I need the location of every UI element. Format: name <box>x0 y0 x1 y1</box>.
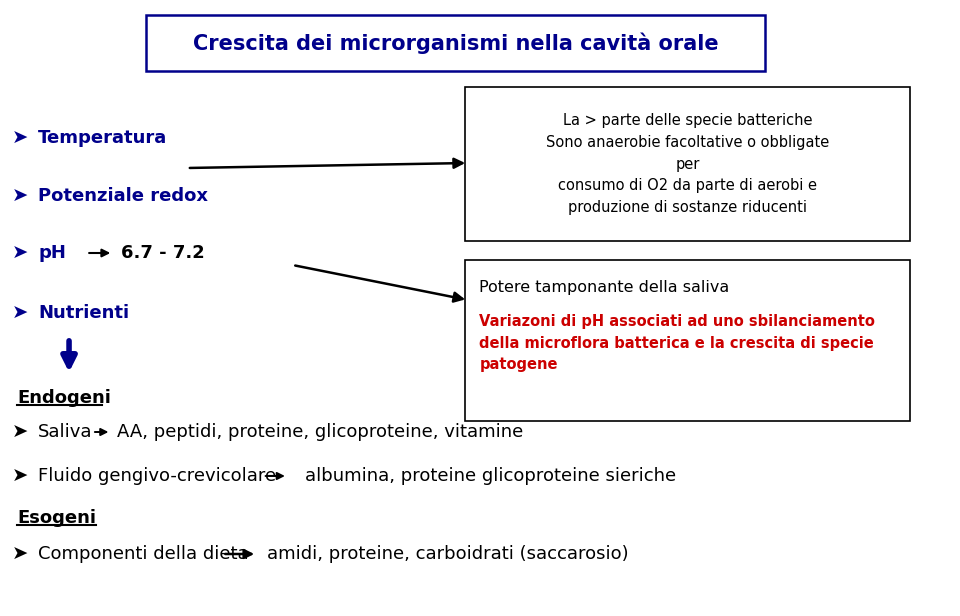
FancyBboxPatch shape <box>465 87 910 241</box>
Text: Potenziale redox: Potenziale redox <box>38 187 208 205</box>
Text: ➤: ➤ <box>12 187 28 206</box>
Text: Componenti della dieta: Componenti della dieta <box>38 545 249 563</box>
Text: Temperatura: Temperatura <box>38 129 168 147</box>
Text: ➤: ➤ <box>12 466 28 485</box>
Text: ➤: ➤ <box>12 545 28 564</box>
Text: ➤: ➤ <box>12 423 28 442</box>
Text: Nutrienti: Nutrienti <box>38 304 130 322</box>
Text: pH: pH <box>38 244 66 262</box>
Text: ➤: ➤ <box>12 243 28 262</box>
Text: La > parte delle specie batteriche
Sono anaerobie facoltative o obbligate
per
co: La > parte delle specie batteriche Sono … <box>546 113 829 215</box>
Text: Endogeni: Endogeni <box>17 389 111 407</box>
Text: Potere tamponante della saliva: Potere tamponante della saliva <box>479 280 730 294</box>
Text: ➤: ➤ <box>12 129 28 147</box>
FancyBboxPatch shape <box>146 15 765 71</box>
Text: ➤: ➤ <box>12 304 28 323</box>
Text: Variazoni di pH associati ad uno sbilanciamento
della microflora batterica e la : Variazoni di pH associati ad uno sbilanc… <box>479 314 876 372</box>
Text: Esogeni: Esogeni <box>17 509 96 527</box>
Text: 6.7 - 7.2: 6.7 - 7.2 <box>121 244 204 262</box>
Text: AA, peptidi, proteine, glicoproteine, vitamine: AA, peptidi, proteine, glicoproteine, vi… <box>117 423 523 441</box>
FancyBboxPatch shape <box>465 260 910 421</box>
Text: albumina, proteine glicoproteine sieriche: albumina, proteine glicoproteine sierich… <box>305 467 676 485</box>
Text: Crescita dei microrganismi nella cavità orale: Crescita dei microrganismi nella cavità … <box>193 32 718 54</box>
Text: Fluido gengivo-crevicolare: Fluido gengivo-crevicolare <box>38 467 276 485</box>
Text: amidi, proteine, carboidrati (saccarosio): amidi, proteine, carboidrati (saccarosio… <box>267 545 628 563</box>
Text: Saliva: Saliva <box>38 423 93 441</box>
